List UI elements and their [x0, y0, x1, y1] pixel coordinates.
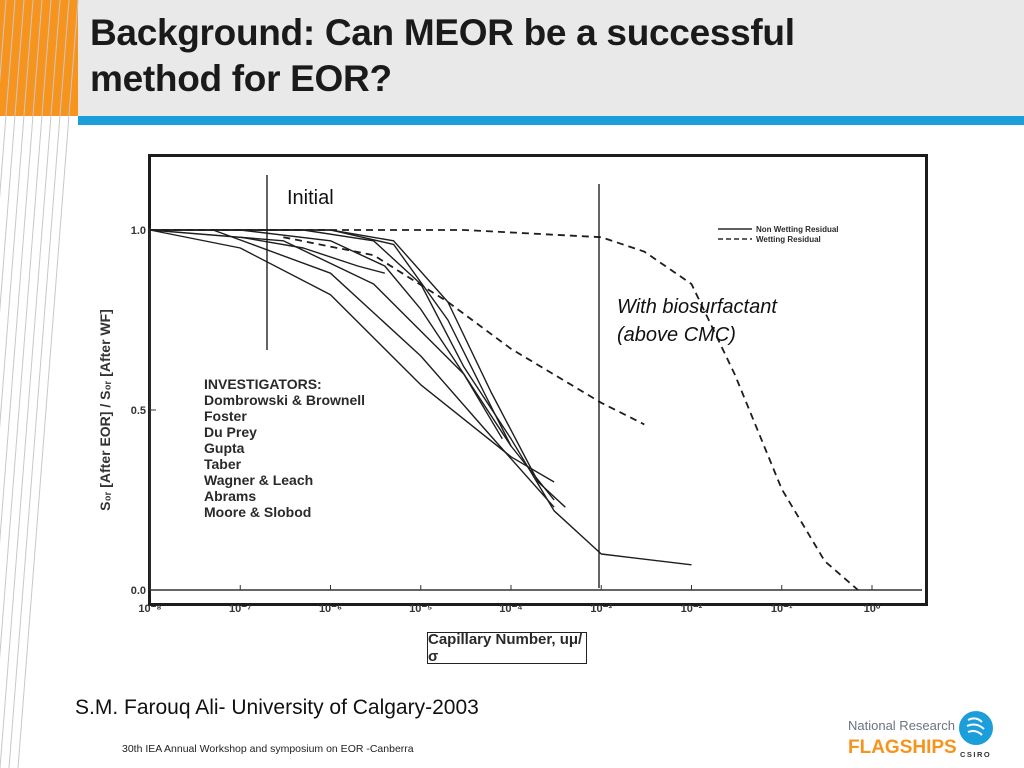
- x-axis-label-box: Capillary Number, uμ/σ: [427, 631, 587, 665]
- wetting-residual-curve: [283, 236, 645, 426]
- csiro-flagships-logo: National Research FLAGSHIPS CSIRO: [848, 711, 993, 759]
- annotation-initial: Initial: [287, 187, 334, 209]
- y-axis-label: S₀ᵣ [After EOR] / S₀ᵣ [After WF]: [97, 309, 113, 511]
- wetting-residual-curve: [150, 229, 859, 591]
- investigator-item: Taber: [204, 456, 242, 472]
- decorative-stripe: [0, 0, 43, 545]
- nonwetting-residual-curve: [149, 229, 555, 483]
- citation: S.M. Farouq Ali- University of Calgary-2…: [75, 696, 479, 719]
- annotation-bio-line1: With biosurfactant: [617, 296, 777, 318]
- x-tick-label: 10⁻⁸: [138, 603, 161, 615]
- nonwetting-residual-curve: [240, 236, 385, 274]
- investigator-item: Abrams: [204, 488, 256, 504]
- csiro-emblem-icon: [959, 711, 993, 745]
- nonwetting-residual-curve: [212, 229, 555, 508]
- investigators-header: INVESTIGATORS:: [204, 376, 322, 392]
- investigator-item: Moore & Slobod: [204, 504, 311, 520]
- x-tick-label: 10⁻⁷: [229, 603, 252, 615]
- x-axis-label: Capillary Number, uμ/σ: [428, 631, 583, 665]
- y-tick-label: 0.5: [131, 405, 146, 417]
- logo-line2: FLAGSHIPS: [848, 737, 957, 758]
- legend-label-nonwetting: Non Wetting Residual: [756, 225, 839, 234]
- x-tick-label: 10⁻⁶: [319, 603, 342, 615]
- investigator-item: Wagner & Leach: [204, 472, 313, 488]
- chart-legend: Non Wetting Residual Wetting Residual: [718, 225, 839, 244]
- slide-title: Background: Can MEOR be a successful met…: [90, 10, 990, 102]
- decorative-stripes: [0, 0, 79, 768]
- x-tick-label: 10⁰: [864, 603, 881, 615]
- slide-title-line1: Background: Can MEOR be a successful: [90, 12, 795, 53]
- title-rule-bar: [78, 116, 1024, 125]
- decorative-stripe: [0, 0, 52, 660]
- logo-line1: National Research: [848, 718, 955, 733]
- decorative-stripe: [17, 0, 79, 768]
- x-tick-label: 10⁻⁵: [409, 603, 432, 615]
- chart-frame: [148, 154, 928, 606]
- decorative-stripe: [8, 0, 70, 768]
- y-tick-label: 1.0: [131, 225, 146, 237]
- decorative-stripe: [0, 0, 61, 768]
- annotation-biosurfactant: With biosurfactant (above CMC): [617, 293, 777, 349]
- slide-title-line2: method for EOR?: [90, 58, 392, 99]
- logo-line3: CSIRO: [960, 750, 991, 759]
- chart-axes: [149, 228, 922, 591]
- footer-text: 30th IEA Annual Workshop and symposium o…: [122, 743, 414, 755]
- header-band: [0, 0, 1024, 116]
- investigator-item: Foster: [204, 408, 247, 424]
- investigator-item: Gupta: [204, 440, 245, 456]
- investigators-list: INVESTIGATORS: Dombrowski & Brownell Fos…: [204, 376, 365, 520]
- x-tick-label: 10⁻³: [590, 603, 612, 615]
- nonwetting-residual-curve: [150, 229, 692, 566]
- decorative-stripe: [0, 0, 16, 199]
- legend-label-wetting: Wetting Residual: [756, 235, 821, 244]
- annotation-bio-line2: (above CMC): [617, 324, 736, 346]
- x-tick-label: 10⁻⁴: [499, 603, 522, 615]
- x-tick-label: 10⁻¹: [771, 603, 793, 615]
- investigator-item: Dombrowski & Brownell: [204, 392, 365, 408]
- nonwetting-residual-curve: [240, 229, 503, 440]
- decorative-stripe: [0, 0, 25, 314]
- x-tick-label: 10⁻²: [681, 603, 703, 615]
- nonwetting-residual-curve: [149, 229, 555, 501]
- investigator-item: Du Prey: [204, 424, 257, 440]
- decorative-stripe: [0, 0, 34, 429]
- y-tick-label: 0.0: [131, 585, 146, 597]
